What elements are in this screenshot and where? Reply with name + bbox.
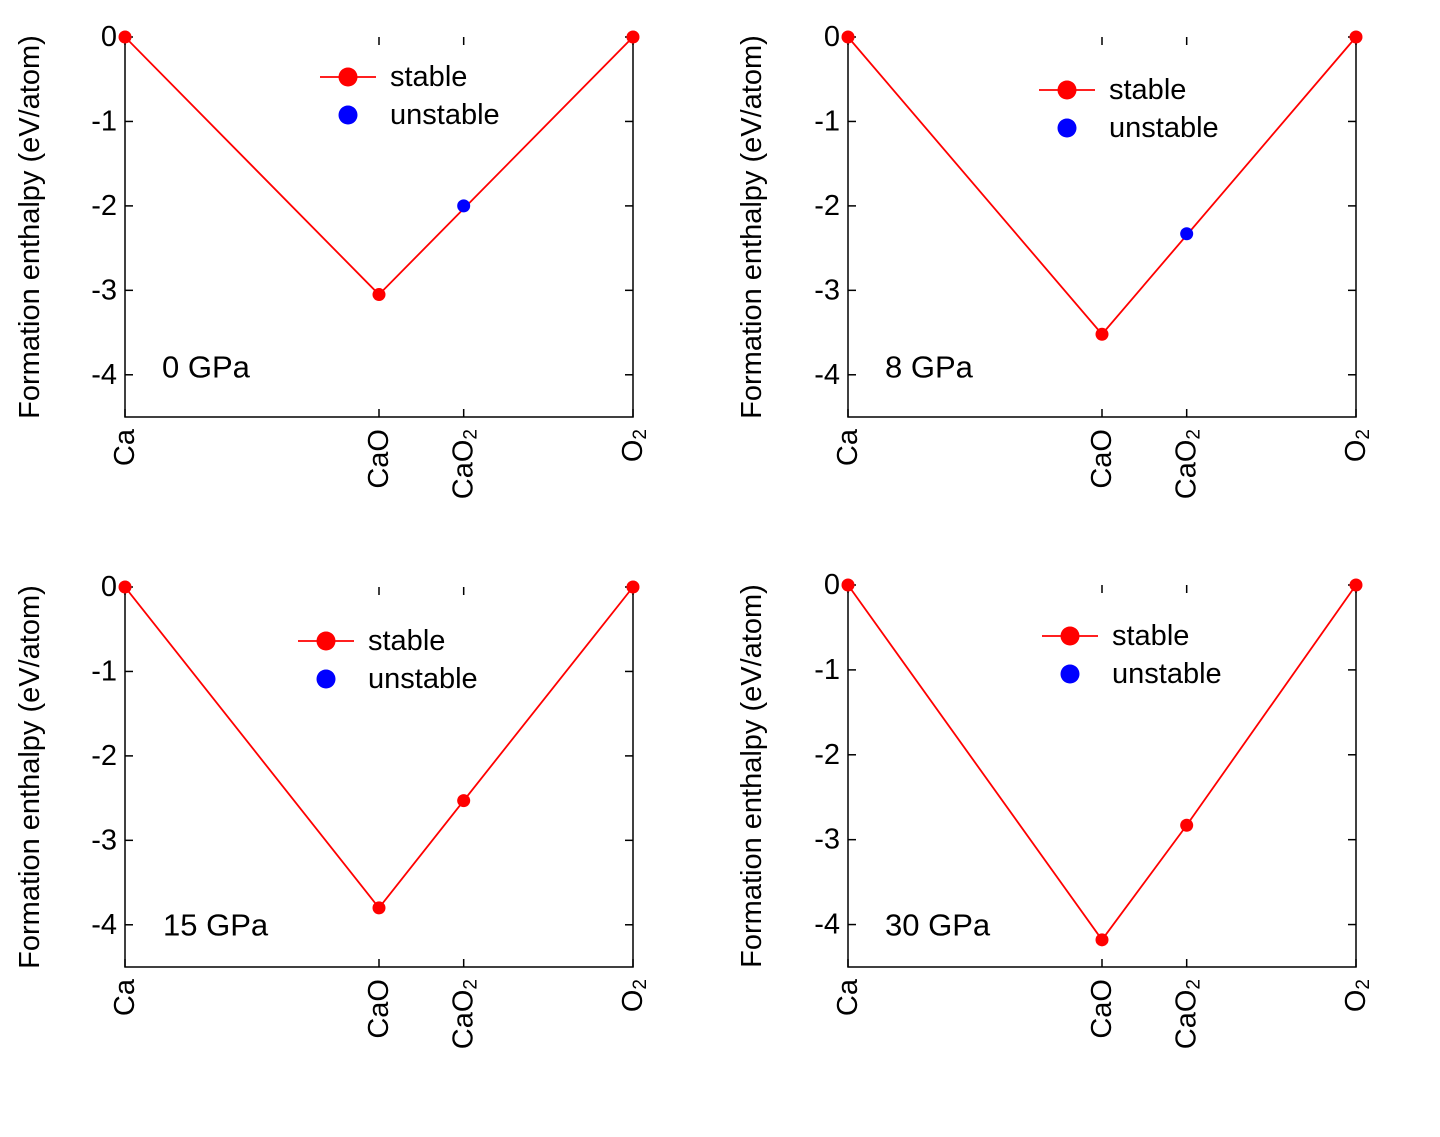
legend-stable-marker: [338, 67, 358, 87]
x-tick-label: O2: [1340, 979, 1374, 1012]
legend-stable-label: stable: [1109, 74, 1186, 106]
legend-stable-label: stable: [368, 625, 445, 657]
point-cao2: [457, 794, 471, 808]
legend: stable unstable: [298, 625, 478, 695]
y-tick-label: -4: [814, 909, 840, 941]
x-tick-label: CaO2: [1171, 979, 1205, 1049]
y-tick-label: 0: [824, 21, 840, 53]
point-o2: [1349, 30, 1363, 44]
y-tick-label: 0: [101, 21, 117, 53]
y-axis-label: Formation enthalpy (eV/atom): [14, 585, 46, 969]
point-cao: [1095, 327, 1109, 341]
point-ca: [118, 580, 132, 594]
y-tick-label: -1: [91, 655, 117, 687]
x-tick-label: CaO2: [448, 979, 482, 1049]
y-tick-label: -2: [91, 190, 117, 222]
pressure-label: 0 GPa: [162, 350, 251, 385]
series-stable-line: [847, 584, 1357, 942]
legend-unstable-marker: [316, 669, 336, 689]
point-cao2: [1180, 227, 1194, 241]
x-tick-label: CaO: [363, 429, 395, 489]
y-tick-label: -2: [814, 739, 840, 771]
y-tick-label: -4: [91, 909, 117, 941]
point-cao2: [457, 199, 471, 213]
y-tick-label: -3: [814, 824, 840, 856]
point-ca: [841, 30, 855, 44]
y-tick-label: 0: [101, 571, 117, 603]
legend-stable-marker: [316, 631, 336, 651]
x-tick-label: Ca: [832, 428, 864, 466]
point-ca: [118, 30, 132, 44]
legend-stable-marker: [1060, 626, 1080, 646]
legend-unstable-marker: [1060, 664, 1080, 684]
legend-unstable-marker: [338, 105, 358, 125]
y-tick-label: -3: [91, 824, 117, 856]
y-tick-label: -1: [91, 105, 117, 137]
x-tick-label: Ca: [109, 978, 141, 1016]
point-o2: [626, 30, 640, 44]
pressure-label: 30 GPa: [885, 908, 991, 943]
legend-unstable-label: unstable: [1112, 658, 1222, 690]
chart-panel-1: Formation enthalpy (eV/atom) 0 -1 -2 -3 -4 Ca C…: [736, 21, 1374, 499]
y-tick-label: -2: [814, 190, 840, 222]
y-tick-label: -1: [814, 654, 840, 686]
legend-unstable-label: unstable: [1109, 112, 1219, 144]
x-tick-label: O2: [617, 429, 651, 462]
series-stable-line: [847, 36, 1357, 336]
legend-stable-label: stable: [390, 61, 467, 93]
legend: stable unstable: [1042, 620, 1222, 690]
point-o2: [1349, 578, 1363, 592]
x-tick-label: CaO: [363, 979, 395, 1039]
legend-unstable-label: unstable: [390, 99, 500, 131]
legend: stable unstable: [320, 61, 500, 131]
x-tick-label: CaO: [1086, 979, 1118, 1039]
chart-panel-2: Formation enthalpy (eV/atom) 0 -1 -2 -3 -4 Ca C…: [14, 571, 651, 1049]
chart-panel-0: Formation enthalpy (eV/atom) 0 -1 -2 -3 -4 Ca C…: [14, 21, 651, 499]
point-ca: [841, 578, 855, 592]
y-tick-label: 0: [824, 569, 840, 601]
y-axis-label: Formation enthalpy (eV/atom): [736, 584, 768, 968]
x-tick-label: Ca: [109, 428, 141, 466]
series-stable-line: [124, 586, 634, 910]
legend-unstable-label: unstable: [368, 663, 478, 695]
y-tick-label: -2: [91, 740, 117, 772]
series-stable-line: [124, 36, 634, 296]
y-tick-label: -3: [814, 274, 840, 306]
x-tick-label: CaO: [1086, 429, 1118, 489]
point-cao: [372, 288, 386, 302]
point-cao2: [1180, 818, 1194, 832]
pressure-label: 8 GPa: [885, 350, 974, 385]
x-tick-label: CaO2: [448, 429, 482, 499]
legend: stable unstable: [1039, 74, 1219, 144]
chart-panel-3: Formation enthalpy (eV/atom) 0 -1 -2 -3 -4 Ca C…: [736, 569, 1374, 1049]
x-tick-label: O2: [1340, 429, 1374, 462]
legend-stable-marker: [1057, 80, 1077, 100]
x-tick-label: Ca: [832, 978, 864, 1016]
legend-unstable-marker: [1057, 118, 1077, 138]
y-axis-label: Formation enthalpy (eV/atom): [736, 35, 768, 419]
y-tick-label: -1: [814, 105, 840, 137]
x-tick-label: CaO2: [1171, 429, 1205, 499]
point-cao: [372, 901, 386, 915]
point-o2: [626, 580, 640, 594]
y-tick-label: -3: [91, 274, 117, 306]
y-tick-label: -4: [91, 359, 117, 391]
point-cao: [1095, 933, 1109, 947]
y-tick-label: -4: [814, 359, 840, 391]
legend-stable-label: stable: [1112, 620, 1189, 652]
x-tick-label: O2: [617, 979, 651, 1012]
y-axis-label: Formation enthalpy (eV/atom): [14, 35, 46, 419]
pressure-label: 15 GPa: [163, 908, 269, 943]
